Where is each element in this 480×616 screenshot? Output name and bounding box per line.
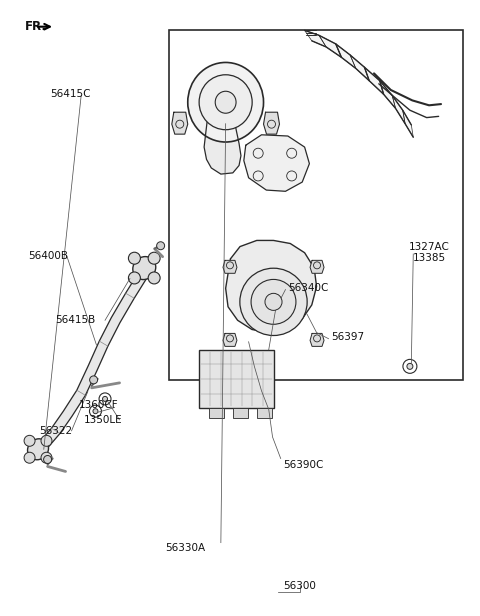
Polygon shape <box>204 119 241 174</box>
Circle shape <box>41 436 52 447</box>
Text: 56397: 56397 <box>331 333 364 342</box>
Ellipse shape <box>199 75 252 130</box>
Circle shape <box>129 252 140 264</box>
Ellipse shape <box>188 62 264 142</box>
Bar <box>169 30 463 381</box>
Ellipse shape <box>27 439 48 460</box>
Ellipse shape <box>265 293 282 310</box>
Polygon shape <box>364 67 384 94</box>
Polygon shape <box>244 135 310 192</box>
Circle shape <box>24 436 35 447</box>
Text: 56390C: 56390C <box>283 460 324 469</box>
Polygon shape <box>310 333 324 346</box>
Polygon shape <box>264 112 279 134</box>
Text: 56322: 56322 <box>39 426 72 436</box>
Ellipse shape <box>251 280 296 324</box>
Text: 1360CF: 1360CF <box>79 400 119 410</box>
Circle shape <box>129 272 140 284</box>
Circle shape <box>93 408 98 414</box>
Bar <box>233 408 248 418</box>
Bar <box>257 408 272 418</box>
Ellipse shape <box>215 91 236 113</box>
Text: 56300: 56300 <box>283 580 316 591</box>
Text: 13385: 13385 <box>412 253 445 262</box>
Circle shape <box>44 455 51 463</box>
Ellipse shape <box>240 268 307 336</box>
Text: 56400B: 56400B <box>28 251 69 261</box>
Polygon shape <box>310 261 324 274</box>
Polygon shape <box>392 95 405 124</box>
Polygon shape <box>226 240 317 333</box>
Ellipse shape <box>133 257 156 280</box>
Circle shape <box>24 452 35 463</box>
Polygon shape <box>380 81 396 108</box>
Polygon shape <box>403 110 413 137</box>
Polygon shape <box>336 44 356 68</box>
Circle shape <box>41 452 52 463</box>
Polygon shape <box>36 269 150 452</box>
Circle shape <box>90 376 97 384</box>
Circle shape <box>148 252 160 264</box>
Circle shape <box>156 241 165 249</box>
Circle shape <box>148 272 160 284</box>
Text: FR.: FR. <box>24 20 47 33</box>
Text: 56340C: 56340C <box>288 283 328 293</box>
Polygon shape <box>223 333 237 346</box>
Text: 56415B: 56415B <box>55 315 95 325</box>
Polygon shape <box>305 30 326 47</box>
Text: 1350LE: 1350LE <box>84 415 123 425</box>
Circle shape <box>103 397 108 402</box>
Text: 1327AC: 1327AC <box>408 241 449 251</box>
Bar <box>209 408 224 418</box>
Text: 56330A: 56330A <box>165 543 205 553</box>
Text: 56415C: 56415C <box>50 89 90 99</box>
Circle shape <box>407 363 413 370</box>
Bar <box>199 350 274 408</box>
Polygon shape <box>319 35 341 57</box>
Polygon shape <box>223 261 237 274</box>
Polygon shape <box>172 112 188 134</box>
Polygon shape <box>350 55 369 81</box>
